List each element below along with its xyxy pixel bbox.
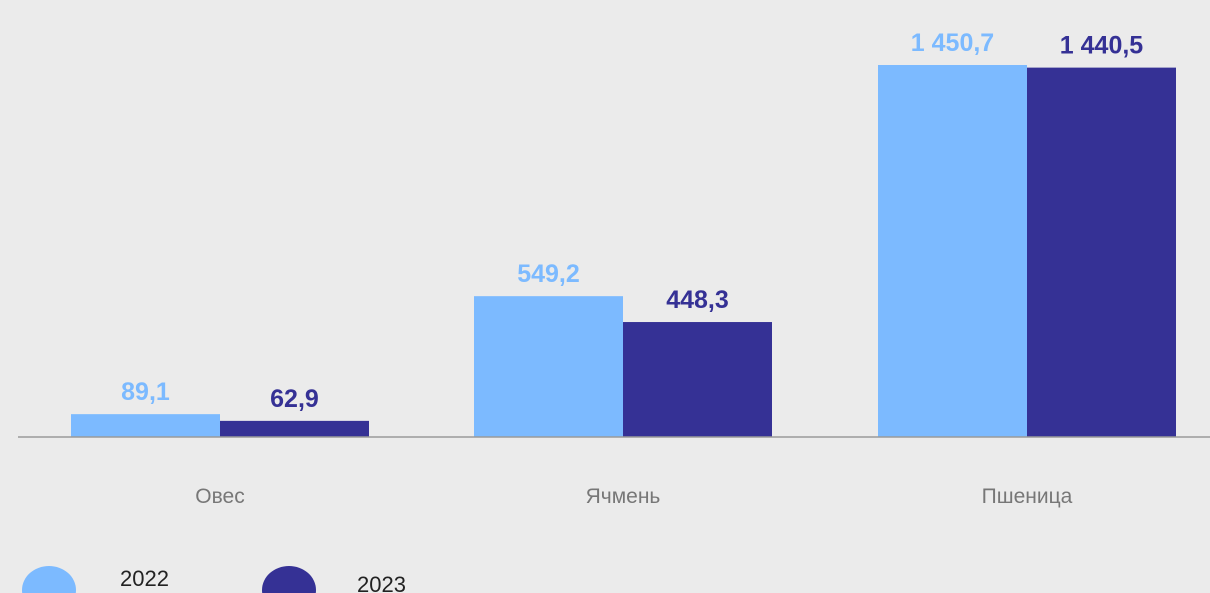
bar-2023-1 [623, 322, 772, 437]
value-label-2022-2: 1 450,7 [911, 29, 994, 57]
legend-label-2022: 2022 [120, 566, 169, 591]
bars-layer [71, 65, 1176, 437]
value-label-2023-0: 62,9 [270, 385, 319, 413]
category-label-0: Овес [195, 485, 244, 508]
legend: 2022 2023 [22, 566, 406, 593]
bar-2022-0 [71, 414, 220, 437]
value-label-2023-2: 1 440,5 [1060, 32, 1144, 60]
legend-label-2023: 2023 [357, 572, 406, 593]
bar-2023-0 [220, 420, 369, 437]
category-label-1: Ячмень [586, 485, 661, 508]
category-label-2: Пшеница [982, 485, 1073, 508]
legend-swatch-2023 [262, 566, 316, 593]
value-label-2023-1: 448,3 [666, 286, 729, 314]
bar-2023-2 [1027, 67, 1176, 437]
category-labels-layer: Овес Ячмень Пшеница [195, 485, 1072, 508]
value-labels-layer: 89,1 62,9 549,2 448,3 1 450,7 1 440,5 [121, 29, 1143, 413]
bar-2022-2 [878, 65, 1027, 437]
bar-2022-1 [474, 296, 623, 437]
value-label-2022-0: 89,1 [121, 378, 170, 406]
value-label-2022-1: 549,2 [517, 260, 580, 288]
legend-swatch-2022 [22, 566, 76, 593]
